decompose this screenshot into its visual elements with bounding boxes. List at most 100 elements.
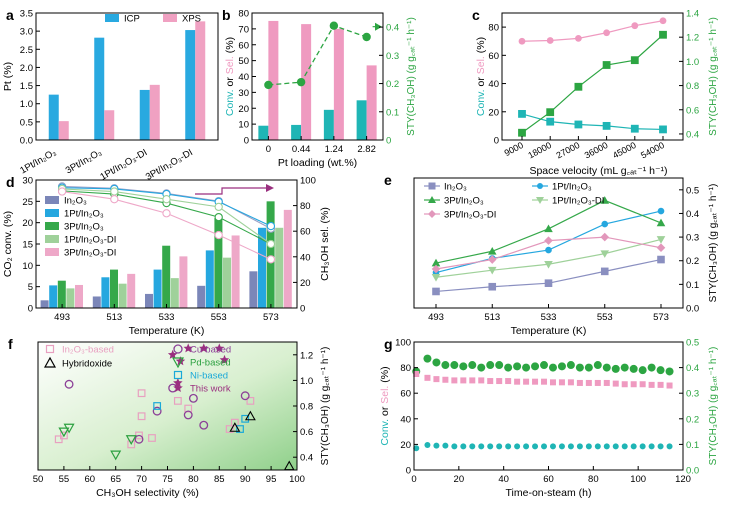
point-d-sel-3-4	[266, 239, 276, 249]
point-g-sty-7	[477, 363, 486, 372]
legend-f-pd-swatch	[171, 357, 185, 369]
y2-tick-label-b: 0.4	[386, 23, 399, 34]
y-tick-label-g: 20	[400, 440, 411, 451]
point-g-conv-27	[657, 443, 664, 450]
y-tick-label-g: 40	[400, 414, 411, 425]
x-tick-label-b: 2.82	[357, 144, 376, 155]
point-g-conv-12	[523, 443, 530, 450]
legend-d-4-label: 3Pt/In₂O₃-DI	[64, 248, 116, 259]
point-e-3-3	[600, 250, 610, 258]
point-g-sty-21	[602, 363, 611, 372]
point-c-sty-2	[574, 82, 583, 91]
bar-a-icp-3	[185, 30, 196, 141]
point-g-sel-0	[413, 371, 420, 377]
point-g-sel-19	[585, 379, 592, 386]
point-g-conv-28	[666, 443, 673, 450]
point-f-cu-4	[183, 410, 193, 420]
legend-d-2-swatch	[45, 222, 59, 230]
y-axis-label-part: or	[224, 74, 236, 89]
point-f-in2o3-6	[148, 434, 156, 442]
y2-tick-label-e: 0.5	[686, 185, 699, 196]
point-g-sel-11	[514, 378, 521, 385]
bar-d-0-2	[145, 293, 153, 308]
point-f-ni-2	[241, 414, 250, 423]
y-tick-label-a: 0.5	[20, 117, 33, 128]
y-axis-label-part: (%)	[224, 37, 236, 56]
point-f-pd-1	[63, 423, 75, 434]
y2-tick-label-c: 1.4	[686, 9, 699, 20]
x-tick-label-e: 513	[484, 312, 500, 323]
x-tick-label-d: 513	[106, 312, 122, 323]
bar-d-1-3	[205, 250, 214, 308]
point-g-sty-9	[495, 361, 504, 370]
y-tick-label-b: 50	[238, 56, 249, 67]
y-tick-label-g: 60	[400, 389, 411, 400]
point-g-sel-20	[594, 379, 601, 386]
point-f-ni-0	[153, 402, 162, 410]
y-tick-label-b: 20	[238, 104, 249, 115]
bar-d-2-3	[214, 217, 223, 308]
y-axis-label-part: Sel.	[379, 386, 391, 404]
point-d-sel-4-1	[110, 195, 119, 204]
y2-tick-label-b: 0	[386, 136, 391, 147]
bar-a-icp-2	[139, 89, 150, 140]
point-g-sty-24	[629, 364, 638, 373]
point-g-sel-8	[487, 378, 494, 385]
bar-d-0-1	[92, 296, 101, 308]
line-c-sel	[521, 20, 664, 42]
point-e-4-3	[600, 232, 610, 242]
x-tick-label-e: 493	[428, 312, 444, 323]
point-g-sty-11	[513, 362, 522, 371]
point-d-sel-4-0	[57, 187, 67, 196]
point-d-sel-4-4	[266, 255, 276, 264]
bar-b-conv-3	[356, 100, 367, 140]
bar-d-2-4	[266, 201, 275, 308]
point-g-conv-21	[603, 443, 610, 450]
y-tick-label-b: 80	[238, 9, 249, 20]
point-g-sel-7	[478, 377, 485, 384]
point-c-sty-3	[602, 61, 611, 69]
point-c-sel-5	[659, 17, 667, 25]
point-f-in2o3-5	[137, 389, 146, 398]
y-tick-label-d: 10	[22, 261, 33, 272]
point-e-3-4	[656, 236, 666, 244]
point-g-conv-3	[442, 442, 449, 449]
arrow-b-head	[375, 22, 382, 31]
x-tick-label-f: 100	[289, 474, 305, 485]
panel-label-c: c	[472, 7, 480, 23]
y2-tick-label-d: 40	[300, 252, 311, 263]
point-b-sty-1	[296, 77, 306, 87]
y-axis-label-part: (%)	[379, 366, 391, 385]
y-tick-label-c: 40	[488, 79, 499, 90]
point-f-cu-5	[188, 393, 198, 403]
bar-d-2-0	[57, 280, 66, 308]
arrow-d-head	[266, 184, 274, 192]
line-b-sty	[268, 24, 367, 86]
x-tick-label-g: 60	[543, 474, 554, 485]
y2-tick-label-f: 0.6	[300, 427, 313, 438]
point-f-in2o3-9	[225, 425, 234, 433]
y2-tick-label-f: 1.2	[300, 350, 313, 361]
panel-label-b: b	[222, 7, 231, 23]
point-g-sty-26	[647, 363, 656, 372]
point-f-in2o3-4	[137, 412, 146, 421]
bar-d-0-3	[197, 285, 206, 308]
point-g-conv-20	[594, 443, 601, 450]
y-axis-label-part: (%)	[475, 37, 487, 56]
line-c-conv	[521, 113, 664, 131]
y-axis-label-g: Conv. or Sel. (%)	[379, 366, 391, 445]
bar-b-conv-1	[291, 124, 302, 140]
point-g-sty-18	[575, 363, 584, 372]
bar-b-sel-1	[301, 24, 312, 140]
point-g-sel-6	[469, 377, 476, 384]
y2-tick-label-g: 0.4	[686, 363, 699, 374]
legend-a-xps-label: XPS	[182, 14, 201, 25]
y2-tick-label-g: 0.1	[686, 440, 699, 451]
point-f-in2o3-1	[59, 431, 68, 440]
bar-b-conv-0	[258, 125, 269, 140]
legend-e-1-swatch	[537, 183, 543, 189]
y2-tick-label-d: 0	[300, 304, 305, 315]
legend-e-3-swatch	[536, 197, 544, 204]
x-tick-label-a: 3Pt/In₂O₃	[64, 147, 104, 176]
legend-f-ni-swatch	[173, 370, 183, 380]
